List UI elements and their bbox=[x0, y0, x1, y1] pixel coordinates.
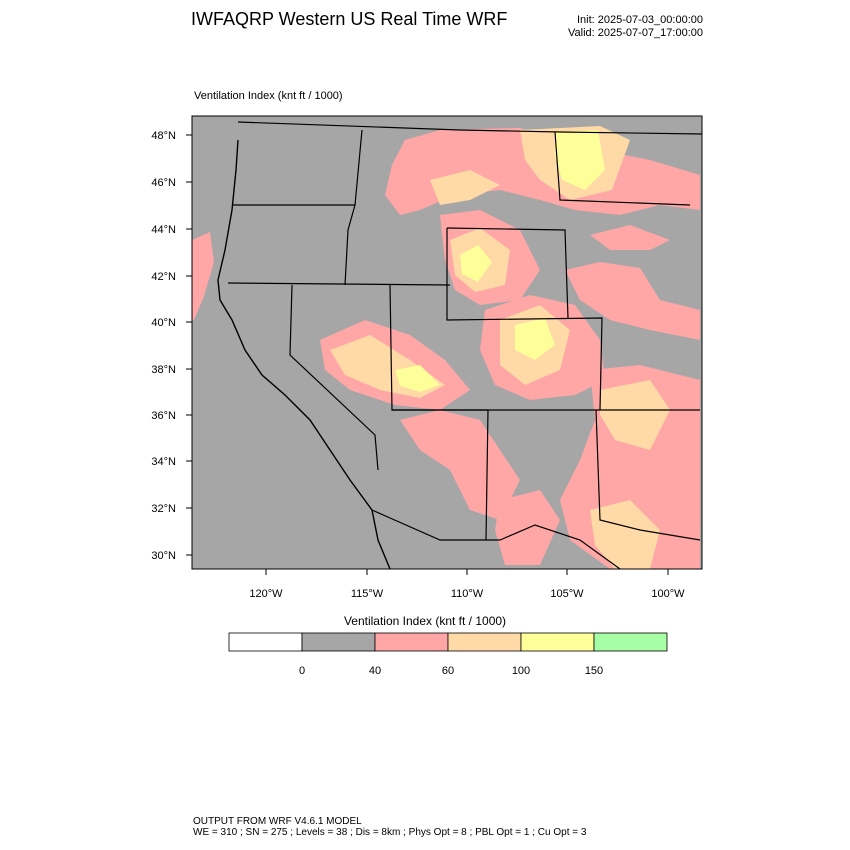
legend-tick-label: 100 bbox=[512, 665, 530, 677]
boundaries bbox=[217, 121, 702, 569]
lat-label: 36°N bbox=[151, 410, 176, 422]
border-nd bbox=[554, 131, 691, 206]
main-title: IWFAQRP Western US Real Time WRF bbox=[191, 9, 508, 29]
legend-tick-label: 0 bbox=[299, 665, 305, 677]
legend-tick-label: 150 bbox=[585, 665, 603, 677]
canada-border bbox=[237, 121, 702, 135]
latitude-axis: 48°N 46°N 44°N 42°N 40°N 38°N 36°N 34°N 32°N 30°N bbox=[151, 130, 192, 562]
border-42n bbox=[227, 282, 451, 286]
lat-label: 44°N bbox=[151, 224, 176, 236]
lon-label: 100°W bbox=[651, 588, 685, 600]
lon-label: 115°W bbox=[351, 588, 384, 600]
border-wy-ne bbox=[446, 227, 569, 319]
field-pink-arizona bbox=[400, 410, 520, 520]
field-title: Ventilation Index (knt ft / 1000) bbox=[194, 90, 343, 102]
lat-label: 46°N bbox=[151, 177, 176, 189]
field-orange-oklahoma bbox=[600, 380, 670, 450]
legend-swatch bbox=[228, 632, 303, 652]
lat-label: 48°N bbox=[151, 130, 176, 142]
lon-label: 120°W bbox=[249, 588, 283, 600]
legend-bar bbox=[228, 632, 668, 652]
lat-label: 32°N bbox=[151, 503, 176, 515]
lat-label: 40°N bbox=[151, 317, 176, 329]
map-field bbox=[192, 116, 702, 569]
valid-time: Valid: 2025-07-07_17:00:00 bbox=[568, 27, 703, 39]
field-pink-sd bbox=[590, 225, 670, 250]
field-yellow-utah bbox=[395, 365, 440, 392]
legend-swatch bbox=[520, 632, 595, 652]
field-yellow-wyoming bbox=[460, 245, 492, 282]
lon-label: 105°W bbox=[550, 588, 584, 600]
lat-label: 42°N bbox=[151, 271, 176, 283]
border-mexico bbox=[371, 509, 621, 569]
footer-config-line: WE = 310 ; SN = 275 ; Levels = 38 ; Dis … bbox=[193, 827, 587, 838]
field-orange-mt2 bbox=[430, 170, 500, 205]
legend-swatch bbox=[374, 632, 449, 652]
footer-model-line: OUTPUT FROM WRF V4.6.1 MODEL bbox=[193, 816, 362, 827]
legend-swatch bbox=[447, 632, 522, 652]
field-pink-coast bbox=[192, 232, 214, 320]
field-pink-mexico bbox=[495, 490, 560, 565]
lat-label: 34°N bbox=[151, 456, 176, 468]
init-time: Init: 2025-07-03_00:00:00 bbox=[577, 14, 703, 26]
field-orange-texas bbox=[590, 500, 660, 569]
border-id bbox=[354, 129, 363, 206]
map-frame bbox=[191, 115, 703, 570]
border-or bbox=[232, 204, 356, 286]
border-ca-nv bbox=[289, 284, 379, 471]
legend-tick-label: 40 bbox=[369, 665, 381, 677]
legend-swatch bbox=[301, 632, 376, 652]
lon-label: 110°W bbox=[451, 588, 484, 600]
legend-tick-label: 60 bbox=[442, 665, 454, 677]
field-yellow-montana bbox=[555, 130, 605, 190]
longitude-axis: 120°W 115°W 110°W 105°W 100°W bbox=[249, 569, 685, 600]
field-pink-plains bbox=[565, 262, 700, 340]
field-yellow-colorado bbox=[515, 318, 555, 360]
coastline bbox=[217, 139, 391, 569]
border-tx bbox=[595, 409, 701, 541]
border-wy-co bbox=[446, 228, 603, 411]
legend-title: Ventilation Index (knt ft / 1000) bbox=[343, 614, 507, 628]
lat-label: 30°N bbox=[151, 550, 176, 562]
lat-label: 38°N bbox=[151, 364, 176, 376]
legend-tick-labels: 0 40 60 100 150 bbox=[299, 665, 603, 677]
legend-swatch bbox=[593, 632, 668, 652]
